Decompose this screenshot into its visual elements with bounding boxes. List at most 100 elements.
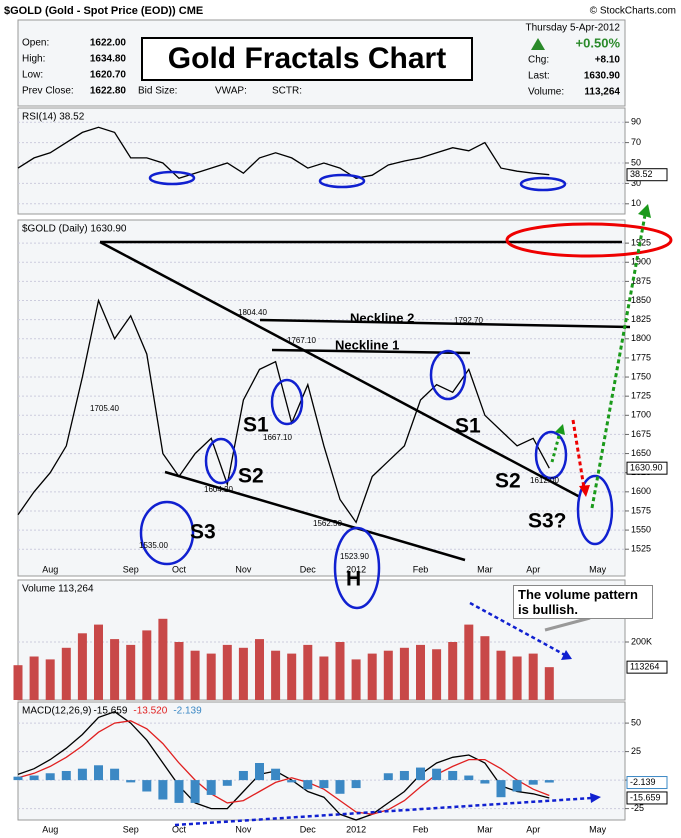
- bar: [61, 647, 71, 700]
- arrow-head: [590, 793, 601, 803]
- bar: [206, 653, 216, 700]
- bar: [174, 642, 184, 700]
- bar: [61, 770, 71, 781]
- last-value-label: 113264: [630, 662, 659, 672]
- bar: [29, 775, 39, 781]
- bar: [496, 650, 506, 700]
- x-tick-label: Sep: [123, 824, 139, 834]
- bar: [126, 644, 136, 700]
- panel-title: $GOLD (Daily) 1630.90: [22, 224, 127, 235]
- bar: [496, 780, 506, 798]
- bar: [448, 642, 458, 700]
- y-tick-label: 1650: [631, 448, 651, 458]
- bar: [271, 768, 281, 781]
- bar: [528, 653, 538, 700]
- field-label: Volume:: [528, 87, 564, 98]
- y-tick-label: 1825: [631, 314, 651, 324]
- x-tick-label: Aug: [42, 824, 58, 834]
- bar: [126, 780, 136, 783]
- bar: [383, 650, 393, 700]
- field-label: Open:: [22, 38, 49, 49]
- field-label: Chg:: [528, 55, 549, 66]
- panel-title: MACD(12,26,9): [22, 706, 91, 717]
- bar: [94, 624, 103, 700]
- bar: [77, 633, 87, 700]
- field-value: 1634.80: [90, 54, 127, 65]
- projection-arrow: [590, 214, 647, 509]
- down-arrow: [571, 419, 586, 489]
- annotation: S1: [455, 415, 481, 438]
- legend-entry: -2.139: [173, 706, 202, 717]
- bar: [13, 665, 23, 700]
- bar: [255, 639, 264, 700]
- field-value: 1622.00: [90, 38, 127, 49]
- price-label: 1705.40: [90, 404, 119, 413]
- annotation: Neckline 2: [350, 310, 414, 325]
- last-value-tag: [626, 168, 668, 182]
- last-value-label: 1630.90: [630, 463, 663, 473]
- x-tick-label: Aug: [42, 564, 58, 574]
- bar: [222, 644, 232, 700]
- bar: [464, 624, 474, 700]
- bar: [544, 780, 554, 783]
- panel-title: Volume 113,264: [22, 584, 94, 595]
- y-tick-label: 1725: [631, 391, 651, 401]
- bar: [174, 780, 184, 803]
- bar: [319, 780, 329, 789]
- bar: [190, 650, 200, 700]
- y-tick-label: 10: [631, 198, 641, 208]
- banner-box: [141, 37, 473, 81]
- y-tick-label: 1875: [631, 276, 651, 286]
- x-tick-label: Feb: [413, 824, 429, 834]
- price-label: 1804.40: [238, 308, 267, 317]
- panel: [17, 701, 626, 821]
- bar: [206, 780, 216, 795]
- bar: [303, 644, 313, 700]
- bar: [190, 780, 200, 803]
- y-tick-label: 50: [631, 717, 641, 727]
- x-tick-label: Dec: [300, 824, 317, 834]
- x-tick-label: Oct: [172, 824, 187, 834]
- bar: [110, 768, 120, 781]
- y-tick-label: 1850: [631, 295, 651, 305]
- y-tick-label: 1800: [631, 333, 651, 343]
- x-tick-label: Sep: [123, 564, 139, 574]
- y-tick-label: 90: [631, 117, 641, 127]
- y-tick-label: 1750: [631, 371, 651, 381]
- bar: [464, 775, 474, 781]
- bar: [94, 765, 103, 781]
- data-line: [17, 720, 550, 815]
- annotation: Neckline 1: [335, 337, 399, 352]
- x-tick-label: Nov: [235, 564, 252, 574]
- field-value: 1622.80: [90, 86, 127, 97]
- bar: [528, 780, 538, 785]
- field-value: +8.10: [595, 55, 621, 66]
- panel: [17, 107, 626, 215]
- bar: [45, 659, 55, 700]
- x-tick-label: Apr: [526, 564, 540, 574]
- bar: [335, 780, 345, 794]
- bar: [110, 639, 120, 700]
- bar: [351, 659, 361, 700]
- date: Thursday 5-Apr-2012: [526, 23, 621, 34]
- price-label: 1523.90: [340, 552, 369, 561]
- volume-note: The volume pattern is bullish.: [513, 585, 653, 619]
- bar: [142, 780, 152, 792]
- bar: [303, 780, 313, 790]
- bar: [45, 773, 55, 781]
- y-tick-label: 1675: [631, 429, 651, 439]
- small-arrow: [550, 431, 562, 463]
- field-label: Last:: [528, 71, 550, 82]
- bar: [544, 667, 554, 700]
- field-label: High:: [22, 54, 45, 65]
- field-value: 1620.70: [90, 70, 127, 81]
- bar: [13, 776, 23, 781]
- x-tick-label: Dec: [300, 564, 317, 574]
- price-label: 1604.20: [204, 485, 233, 494]
- x-tick-label: May: [589, 564, 607, 574]
- y-tick-label: 1775: [631, 352, 651, 362]
- bar: [383, 773, 393, 781]
- bar: [416, 644, 425, 700]
- bar: [255, 763, 264, 781]
